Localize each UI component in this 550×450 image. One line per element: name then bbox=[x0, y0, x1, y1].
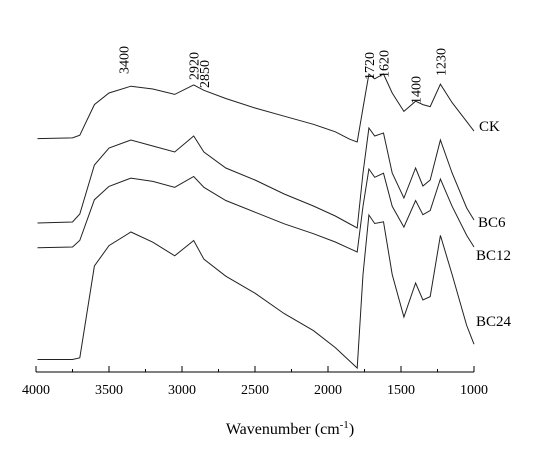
peak-label-1400: 1400 bbox=[410, 76, 425, 104]
peak-label-2920: 2920 bbox=[188, 52, 203, 80]
peak-label-1720: 1720 bbox=[363, 52, 378, 80]
peak-label-1230: 1230 bbox=[434, 48, 449, 76]
x-axis-title: Wavenumber (cm-1) bbox=[226, 419, 354, 438]
series-label-ck: CK bbox=[479, 119, 500, 135]
series-line-bc12 bbox=[37, 167, 475, 253]
spectra-series: CK BC6 BC12 BC24 bbox=[37, 73, 512, 370]
series-label-bc6: BC6 bbox=[478, 215, 506, 231]
x-tick-label: 2000 bbox=[314, 383, 342, 398]
series-line-bc24 bbox=[37, 213, 475, 370]
x-axis-title-superscript: -1 bbox=[340, 419, 349, 431]
x-tick-label: 1000 bbox=[460, 383, 488, 398]
series-line-bc6 bbox=[37, 126, 475, 229]
x-tick-label: 3000 bbox=[168, 383, 196, 398]
series-line-ck bbox=[37, 73, 475, 143]
x-tick-label: 1500 bbox=[387, 383, 415, 398]
peak-label-1620: 1620 bbox=[377, 50, 392, 78]
series-label-bc24: BC24 bbox=[476, 314, 512, 330]
x-axis: 4000 3500 3000 2500 2000 1500 1000 bbox=[22, 366, 488, 398]
peak-label-2850: 2850 bbox=[198, 60, 213, 88]
peak-label-3400: 3400 bbox=[118, 46, 133, 74]
x-tick-label: 3500 bbox=[95, 383, 123, 398]
x-tick-label: 2500 bbox=[241, 383, 269, 398]
x-axis-title-text: Wavenumber (cm bbox=[226, 421, 340, 438]
x-tick-label: 4000 bbox=[22, 383, 50, 398]
series-label-bc12: BC12 bbox=[476, 248, 511, 264]
x-axis-title-close: ) bbox=[349, 421, 354, 438]
